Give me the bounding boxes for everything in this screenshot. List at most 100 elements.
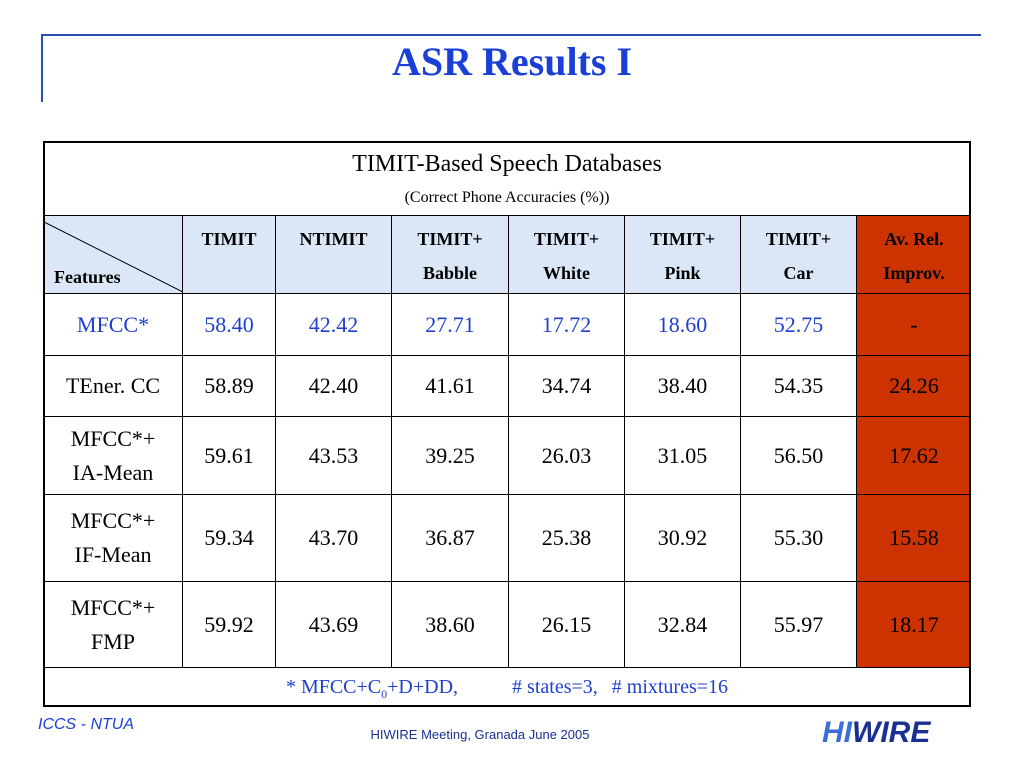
diagonal (44, 221, 183, 293)
cell-value: 38.40 (657, 373, 708, 398)
column-header: Av. Rel. Improv. (856, 215, 971, 293)
cell: 36.87 (391, 494, 508, 581)
column-header: TIMIT+ Car (740, 215, 856, 293)
cell: 43.53 (275, 416, 391, 494)
cell-value: 32.84 (657, 611, 708, 637)
cell: 17.62 (856, 416, 971, 494)
cell-value: 59.92 (204, 611, 254, 637)
cell: 15.58 (856, 494, 971, 581)
cell-value: 58.89 (204, 373, 254, 398)
cell-value: 31.05 (657, 442, 708, 468)
cell-value: 43.69 (308, 611, 359, 637)
cell: 18.17 (856, 581, 971, 667)
cell: 24.26 (856, 355, 971, 416)
header-line: White (543, 263, 590, 283)
column-header: TIMIT+ White (508, 215, 624, 293)
cell: 54.35 (740, 355, 856, 416)
cell: 32.84 (624, 581, 740, 667)
row-label-line: MFCC*+ (70, 508, 156, 533)
cell: 18.60 (624, 293, 740, 355)
cell-value: 59.61 (204, 442, 254, 468)
header-line: NTIMIT (299, 229, 368, 249)
subcaption: (Correct Phone Accuracies (%)) (404, 189, 610, 206)
row-label-line: MFCC* (76, 311, 150, 337)
cell: 41.61 (391, 355, 508, 416)
header-line: Babble (422, 263, 478, 283)
row-label-line: MFCC*+ (70, 425, 156, 451)
cell-value: 55.97 (773, 611, 824, 637)
column-header: TIMIT+ Pink (624, 215, 740, 293)
header-line: Pink (664, 263, 701, 283)
cell: 27.71 (391, 293, 508, 355)
cell: 38.60 (391, 581, 508, 667)
cell: 31.05 (624, 416, 740, 494)
cell-value: 55.30 (773, 525, 824, 550)
column-header: TIMIT+ Babble (391, 215, 508, 293)
cell: 59.34 (182, 494, 275, 581)
footer-center: HIWIRE Meeting, Granada June 2005 (370, 727, 590, 742)
footnote-text: # mixtures=16 (611, 676, 729, 698)
cell-value: 15.58 (889, 525, 939, 550)
deco-line (41, 34, 981, 36)
caption: TIMIT-Based Speech Databases (352, 151, 662, 177)
cell-value: 41.61 (425, 373, 475, 398)
cell: 38.40 (624, 355, 740, 416)
logo-part: HI (822, 716, 852, 749)
row-label-line: FMP (90, 628, 136, 654)
cell: 42.40 (275, 355, 391, 416)
cell: 26.15 (508, 581, 624, 667)
cell-value: 18.17 (889, 611, 939, 637)
title: ASR Results I (391, 39, 633, 84)
header-line: TIMIT+ (765, 229, 832, 249)
cell: 58.89 (182, 355, 275, 416)
corner-label: Features (54, 267, 121, 287)
header-line: TIMIT (201, 229, 257, 249)
footnote-text: # states=3, (512, 676, 598, 698)
cell-value: 42.40 (308, 373, 359, 398)
cell: 56.50 (740, 416, 856, 494)
table: TIMIT-Based Speech Databases (Correct Ph… (43, 141, 971, 706)
cell-value: 42.42 (308, 311, 359, 337)
cell: 26.03 (508, 416, 624, 494)
cell-value: 59.34 (204, 525, 254, 550)
cell: 34.74 (508, 355, 624, 416)
cell-value: 52.75 (773, 311, 824, 337)
row-label-line: TEner. CC (65, 373, 161, 398)
row-label-line: IA-Mean (72, 459, 154, 485)
cell-value: 17.72 (541, 311, 592, 337)
row-label: MFCC* (43, 293, 182, 355)
cell-value: 26.15 (541, 611, 592, 637)
cell-value: - (910, 311, 918, 337)
logo-part: RE (888, 716, 931, 749)
footnote-text: * MFCC+C (285, 676, 382, 698)
header-line: Car (783, 263, 814, 283)
cell-value: 24.26 (889, 373, 939, 398)
cell-value: 18.60 (657, 311, 708, 337)
cell: - (856, 293, 971, 355)
cell: 30.92 (624, 494, 740, 581)
cell: 39.25 (391, 416, 508, 494)
header-line: TIMIT+ (533, 229, 600, 249)
cell-value: 36.87 (425, 525, 475, 550)
header-line: TIMIT+ (649, 229, 716, 249)
cell-value: 39.25 (425, 442, 475, 468)
logo: HIWIRE (822, 716, 930, 750)
column-header: TIMIT (182, 215, 275, 293)
cell-value: 27.71 (425, 311, 475, 337)
footer-left: ICCS - NTUA (38, 716, 134, 733)
table-border (43, 141, 971, 707)
cell: 43.69 (275, 581, 391, 667)
cell: 58.40 (182, 293, 275, 355)
cell: 55.97 (740, 581, 856, 667)
row-label-line: MFCC*+ (70, 594, 156, 620)
footnote: * MFCC+C0+D+DD, # states=3, # mixtures=16 (43, 667, 971, 706)
cell-value: 54.35 (773, 373, 824, 398)
cell: 25.38 (508, 494, 624, 581)
header-line: TIMIT+ (417, 229, 483, 249)
cell-value: 58.40 (204, 311, 254, 337)
footnote-subscript: 0 (381, 687, 388, 701)
row-label-line: IF-Mean (74, 542, 152, 567)
cell-value: 43.53 (308, 442, 359, 468)
cell: 55.30 (740, 494, 856, 581)
